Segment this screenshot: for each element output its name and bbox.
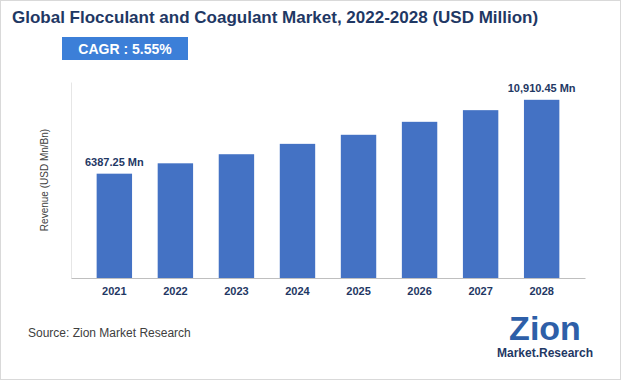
bar [280,144,315,278]
bar [158,163,193,278]
data-labels: 6387.25 Mn 10,910.45 Mn [85,82,576,168]
y-axis-line [71,83,72,279]
bar [463,110,498,278]
bar [219,154,254,278]
y-label: Revenue (USD Mn/Bn) [39,129,50,231]
bar [341,135,376,278]
bar [402,122,437,278]
title: Global Flocculant and Coagulant Market, … [12,8,538,27]
x-tick: 2025 [346,278,370,297]
x-tick: 2026 [407,278,431,297]
x-tick-label: 2022 [163,285,187,297]
logo: Zion [509,309,581,347]
x-tick-label: 2028 [529,285,553,297]
subtitle: CAGR : 5.55% [78,41,172,57]
x-tick: 2027 [468,278,492,297]
x-tick: 2021 [102,278,126,297]
chart: Global Flocculant and Coagulant Market, … [0,0,621,380]
x-tick-label: 2025 [346,285,370,297]
x-tick-label: 2023 [224,285,248,297]
data-label: 10,910.45 Mn [508,82,576,94]
x-tick: 2028 [529,278,553,297]
source: Source: Zion Market Research [28,326,191,340]
x-tick-label: 2021 [102,285,126,297]
logo-sub: Market.Research [497,346,593,360]
y-axis [71,83,72,279]
x-tick: 2024 [285,278,310,297]
bars [97,100,560,278]
x-axis: 2021 2022 2023 2024 2025 2026 2027 2028 [72,278,586,297]
x-tick: 2023 [224,278,248,297]
x-axis-line [72,278,586,279]
x-tick-label: 2027 [468,285,492,297]
cagr-box [62,37,188,60]
x-tick-label: 2026 [407,285,431,297]
frame [1,1,621,380]
bar [524,100,559,278]
x-tick-label: 2024 [285,285,310,297]
bar [97,174,132,278]
x-tick: 2022 [163,278,187,297]
data-label: 6387.25 Mn [85,156,144,168]
